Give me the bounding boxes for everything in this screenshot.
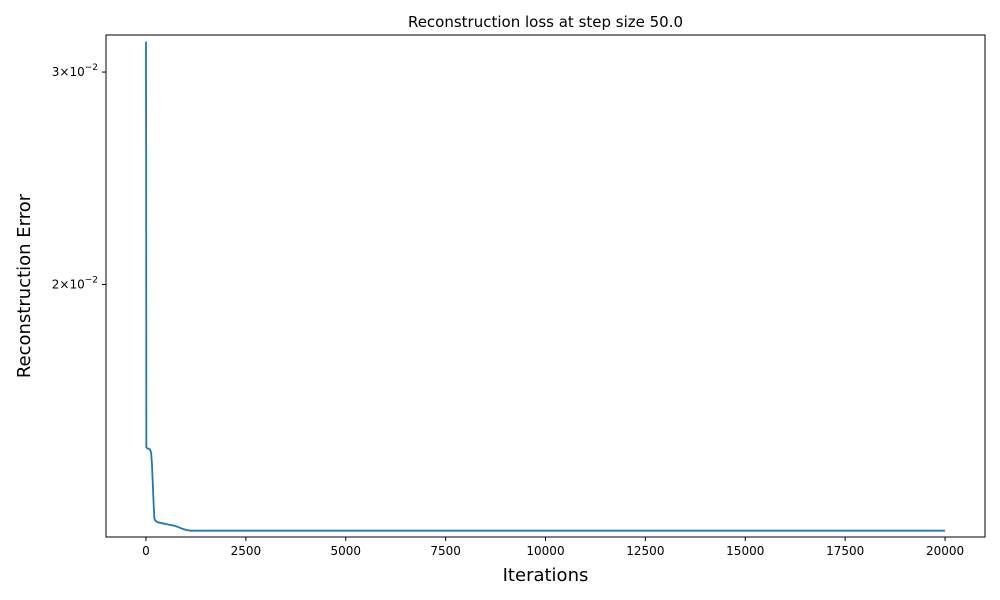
y-tick-label: 3×10−2 xyxy=(52,63,98,79)
x-tick-label: 12500 xyxy=(626,544,664,558)
series-line-0 xyxy=(145,41,946,532)
x-tick-label: 17500 xyxy=(826,544,864,558)
y-tick-base: 10 xyxy=(69,65,84,79)
x-tick-label: 2500 xyxy=(231,544,262,558)
x-tick-label: 10000 xyxy=(526,544,564,558)
x-tick-label: 5000 xyxy=(330,544,361,558)
x-axis-ticks: 0 2500 5000 7500 10000 12500 15000 17500 20000 xyxy=(142,537,964,558)
y-tick-exponent: −2 xyxy=(85,275,98,285)
y-axis-label: Reconstruction Error xyxy=(14,193,35,378)
y-tick-base: 10 xyxy=(69,277,84,291)
y-tick-times: × xyxy=(59,277,69,291)
x-tick-label: 20000 xyxy=(926,544,964,558)
y-tick-times: × xyxy=(59,65,69,79)
x-tick-label: 7500 xyxy=(430,544,461,558)
y-axis-ticks: 2×10−23×10−2 xyxy=(52,63,106,291)
y-tick-mantissa: 3 xyxy=(52,65,60,79)
x-tick-label: 0 xyxy=(142,544,150,558)
y-tick-label: 2×10−2 xyxy=(52,275,98,291)
x-axis-label: Iterations xyxy=(503,565,589,586)
y-tick-mantissa: 2 xyxy=(52,277,60,291)
chart-title: Reconstruction loss at step size 50.0 xyxy=(408,13,683,31)
y-tick-exponent: −2 xyxy=(85,63,98,73)
x-tick-label: 15000 xyxy=(726,544,764,558)
plot-frame xyxy=(105,34,986,538)
series-layer xyxy=(145,41,946,532)
